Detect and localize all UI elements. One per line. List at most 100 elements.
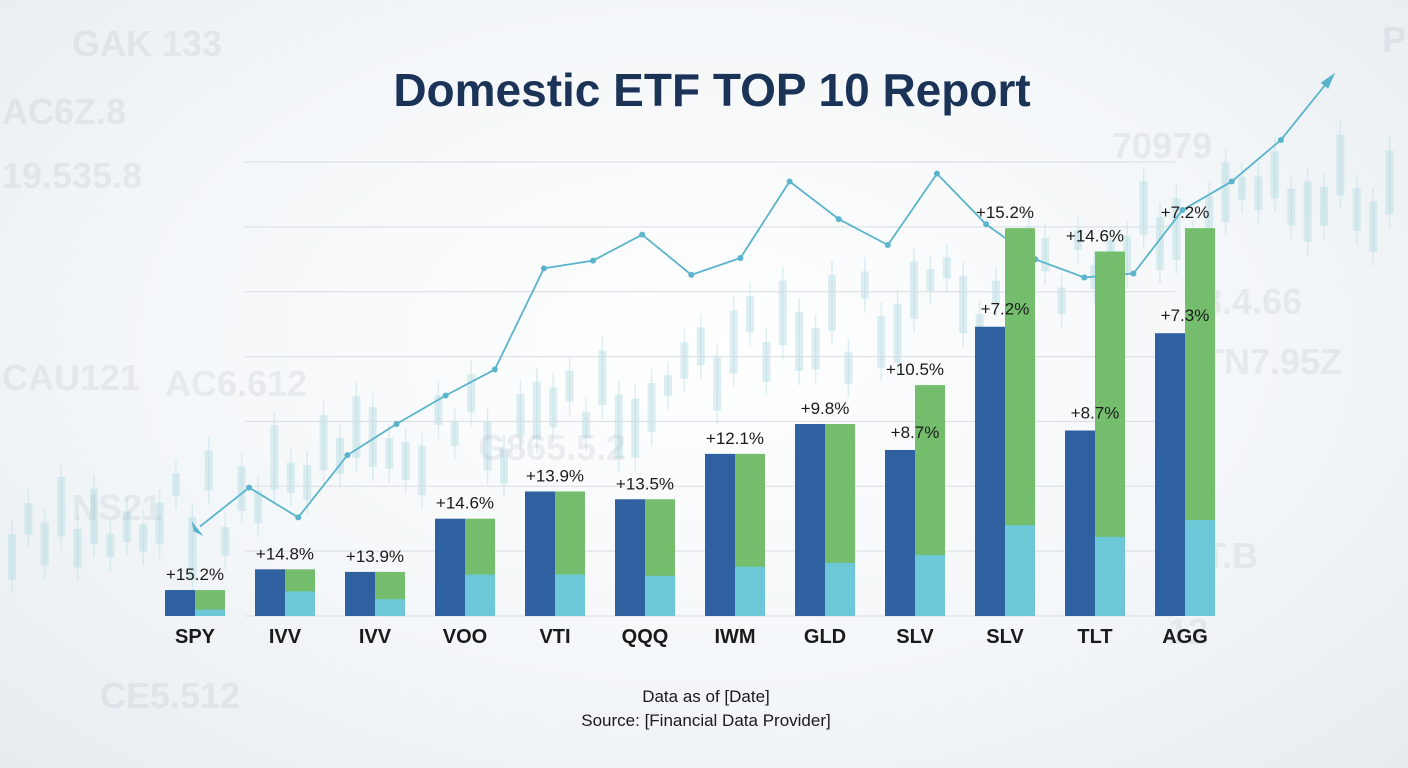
trend-point (590, 257, 597, 264)
bg-candle-body (1041, 238, 1050, 272)
bar-base (465, 574, 495, 616)
data-label-b: +13.9% (526, 466, 584, 485)
bg-candle-body (401, 441, 410, 480)
bg-candle-body (467, 373, 476, 413)
bg-candle-body (762, 342, 771, 382)
bar-series-a (615, 499, 645, 616)
bg-candle-body (1352, 188, 1361, 231)
trend-point (442, 392, 449, 399)
bg-candle-body (565, 370, 574, 402)
trend-point (393, 421, 400, 428)
bg-candle-body (598, 350, 607, 406)
bg-candle-body (286, 462, 295, 493)
bg-number-1: GAK 133 (72, 23, 222, 64)
bg-candle-body (106, 533, 115, 558)
trend-point (983, 221, 990, 228)
data-label-a: +7.3% (1161, 306, 1210, 325)
bg-candle-body (483, 421, 492, 471)
bg-candle-body (172, 473, 180, 496)
bg-candle-body (1369, 201, 1378, 253)
bg-candle-body (188, 516, 197, 581)
chart-title: Domestic ETF TOP 10 Report (393, 64, 1030, 116)
data-label-a: +8.7% (1071, 404, 1120, 423)
category-labels: SPY IVV IVV VOO VTI QQQ IWM GLD SLV SLV TLT AGG (175, 626, 1208, 648)
bg-candle-body (1139, 181, 1148, 236)
data-label-b: +15.2% (976, 203, 1034, 222)
bg-candle-body (434, 394, 443, 426)
bar-series-a (345, 571, 375, 616)
bg-number-10: G865.5.2 (478, 427, 626, 468)
trend-point (786, 178, 793, 185)
bg-candle-body (319, 415, 328, 470)
bg-candle-body (368, 407, 377, 467)
bg-candle-body (57, 476, 66, 537)
trend-point (1179, 206, 1186, 213)
bg-candle-body (1254, 176, 1263, 211)
trend-point (1130, 270, 1137, 277)
category-label: IVV (269, 626, 302, 648)
trend-point (246, 484, 253, 491)
bg-candle-body (811, 328, 820, 370)
footer-date: Data as of [Date] (642, 687, 770, 706)
trend-point (688, 271, 695, 278)
bg-candle-body (877, 316, 886, 368)
bar-series-a (795, 424, 825, 616)
bg-candle-body (40, 522, 49, 566)
category-label: SLV (986, 626, 1024, 648)
bg-candle-body (696, 327, 705, 366)
bg-number-14: NS21 (72, 487, 162, 528)
data-label-b: +7.2% (1161, 203, 1210, 222)
bg-candle-body (1221, 162, 1230, 223)
bg-candle-body (664, 375, 672, 397)
category-label: AGG (1162, 626, 1208, 648)
bg-candle-body (303, 464, 312, 500)
bg-candle-body (828, 274, 836, 331)
bg-candle-body (516, 393, 525, 437)
category-label: IVV (359, 626, 392, 648)
bg-candle-body (1172, 198, 1181, 260)
trend-point (1228, 178, 1235, 185)
bg-candle-body (500, 448, 508, 484)
category-label: SLV (896, 626, 934, 648)
data-label-a: +8.7% (891, 423, 940, 442)
trend-point (884, 242, 891, 249)
data-label-b: +14.6% (436, 494, 494, 513)
bg-candle-body (795, 311, 804, 372)
bar-base (285, 591, 315, 616)
category-label: SPY (175, 626, 216, 648)
category-label: QQQ (622, 626, 669, 648)
bg-candle-body (614, 394, 623, 459)
data-label-b: +10.5% (886, 360, 944, 379)
bg-candle-body (418, 445, 426, 496)
bg-number-13: P (1382, 19, 1406, 60)
trend-point (639, 231, 646, 238)
bg-candle-body (122, 511, 131, 543)
trend-arrow-start (191, 521, 204, 536)
bg-candle-body (73, 528, 82, 568)
trend-line (199, 78, 1331, 528)
data-label-b: +14.6% (1066, 227, 1124, 246)
bg-candle-body (8, 534, 16, 580)
bar-series-a (165, 590, 195, 616)
bar-base (1185, 520, 1215, 616)
trend-point (737, 254, 744, 261)
bg-candle-body (1385, 150, 1394, 215)
bg-candle-body (959, 275, 968, 334)
trend-point (295, 514, 302, 521)
bg-candle-body (582, 411, 590, 438)
trend-point (344, 452, 351, 459)
bg-number-3: 19.535.8 (2, 155, 142, 196)
trend-point (540, 265, 547, 272)
bar-base (375, 599, 405, 616)
trend-point (1277, 136, 1284, 143)
category-label: VTI (539, 626, 570, 648)
bg-candle-body (270, 425, 279, 490)
bar-series-a (885, 449, 915, 616)
bg-candle-body (532, 381, 541, 440)
background-candlesticks (8, 120, 1394, 595)
bar-base (825, 562, 855, 616)
bar-series-a (255, 569, 285, 616)
bg-number-7: 70979 (1112, 125, 1212, 166)
bg-candle-body (778, 280, 787, 346)
